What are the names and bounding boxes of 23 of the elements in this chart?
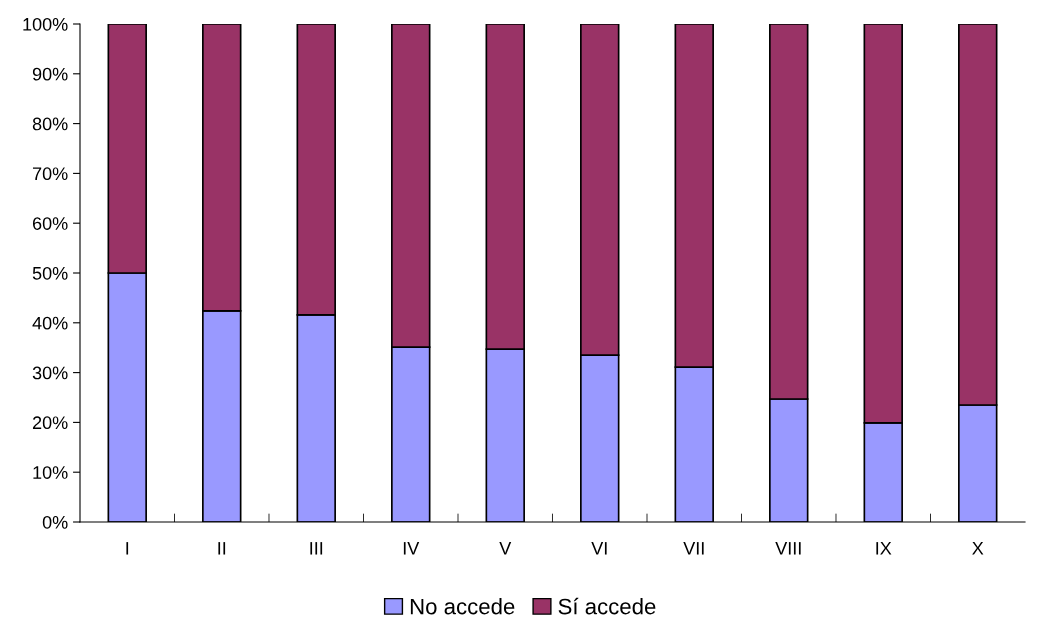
x-tick-label: VII: [683, 542, 704, 555]
y-tick-label: 0%: [42, 515, 68, 529]
x-tick-label: II: [218, 542, 226, 555]
legend-label: No accede: [410, 598, 515, 615]
y-tick-label: 100%: [23, 17, 68, 31]
x-tick-label: X: [972, 542, 984, 555]
x-tick-label: I: [126, 542, 129, 555]
y-tick-label: 80%: [32, 117, 68, 131]
x-tick-label: V: [499, 542, 512, 555]
y-tick-label: 50%: [32, 266, 68, 280]
x-tick-label: VIII: [775, 542, 801, 555]
y-tick-label: 90%: [32, 67, 68, 81]
x-tick-label: IX: [876, 542, 892, 555]
y-tick-label: 70%: [32, 167, 68, 181]
y-tick-label: 10%: [33, 466, 68, 479]
x-tick-label: VI: [591, 542, 607, 555]
y-tick-label: 40%: [32, 316, 68, 330]
y-tick-label: 60%: [32, 217, 68, 230]
y-tick-label: 30%: [32, 366, 68, 380]
legend-label: Sí accede: [558, 597, 656, 615]
y-tick-label: 20%: [32, 416, 68, 430]
x-tick-label: IV: [403, 542, 420, 555]
x-tick-label: III: [310, 542, 323, 555]
